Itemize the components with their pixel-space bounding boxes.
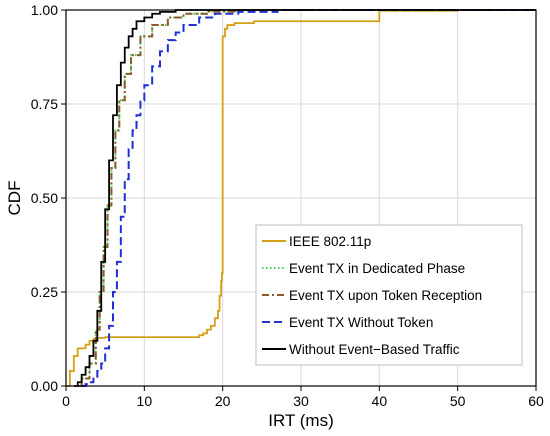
x-tick-label: 0	[62, 393, 70, 409]
y-tick-label: 0.50	[31, 190, 58, 206]
series-layer	[66, 9, 536, 387]
legend-box	[255, 224, 523, 366]
series-line-5	[73, 9, 536, 387]
legend-label-4: Event TX Without Token	[289, 315, 433, 330]
x-axis-ticks: 0 10 20 30 40 50 60	[62, 386, 544, 409]
x-tick-label: 30	[293, 393, 309, 409]
legend: IEEE 802.11p Event TX in Dedicated Phase E…	[255, 224, 523, 366]
legend-label-2: Event TX in Dedicated Phase	[289, 261, 465, 276]
x-tick-label: 40	[372, 393, 388, 409]
y-tick-label: 1.00	[31, 2, 58, 18]
legend-label-5: Without Event−Based Traffic	[289, 342, 460, 357]
x-axis-label: IRT (ms)	[268, 411, 333, 430]
x-tick-label: 60	[528, 393, 544, 409]
y-axis-label: CDF	[5, 181, 24, 216]
x-tick-label: 10	[137, 393, 153, 409]
x-tick-label: 50	[450, 393, 466, 409]
y-tick-label: 0.75	[31, 96, 58, 112]
legend-label-1: IEEE 802.11p	[289, 234, 371, 249]
series-line-2	[77, 9, 536, 387]
x-tick-label: 20	[215, 393, 231, 409]
y-axis-ticks: 0.00 0.25 0.50 0.75 1.00	[31, 2, 66, 394]
legend-label-3: Event TX upon Token Reception	[289, 288, 482, 303]
series-line-4	[81, 9, 536, 387]
y-tick-label: 0.25	[31, 284, 58, 300]
y-tick-label: 0.00	[31, 378, 58, 394]
series-line-1	[66, 9, 536, 387]
